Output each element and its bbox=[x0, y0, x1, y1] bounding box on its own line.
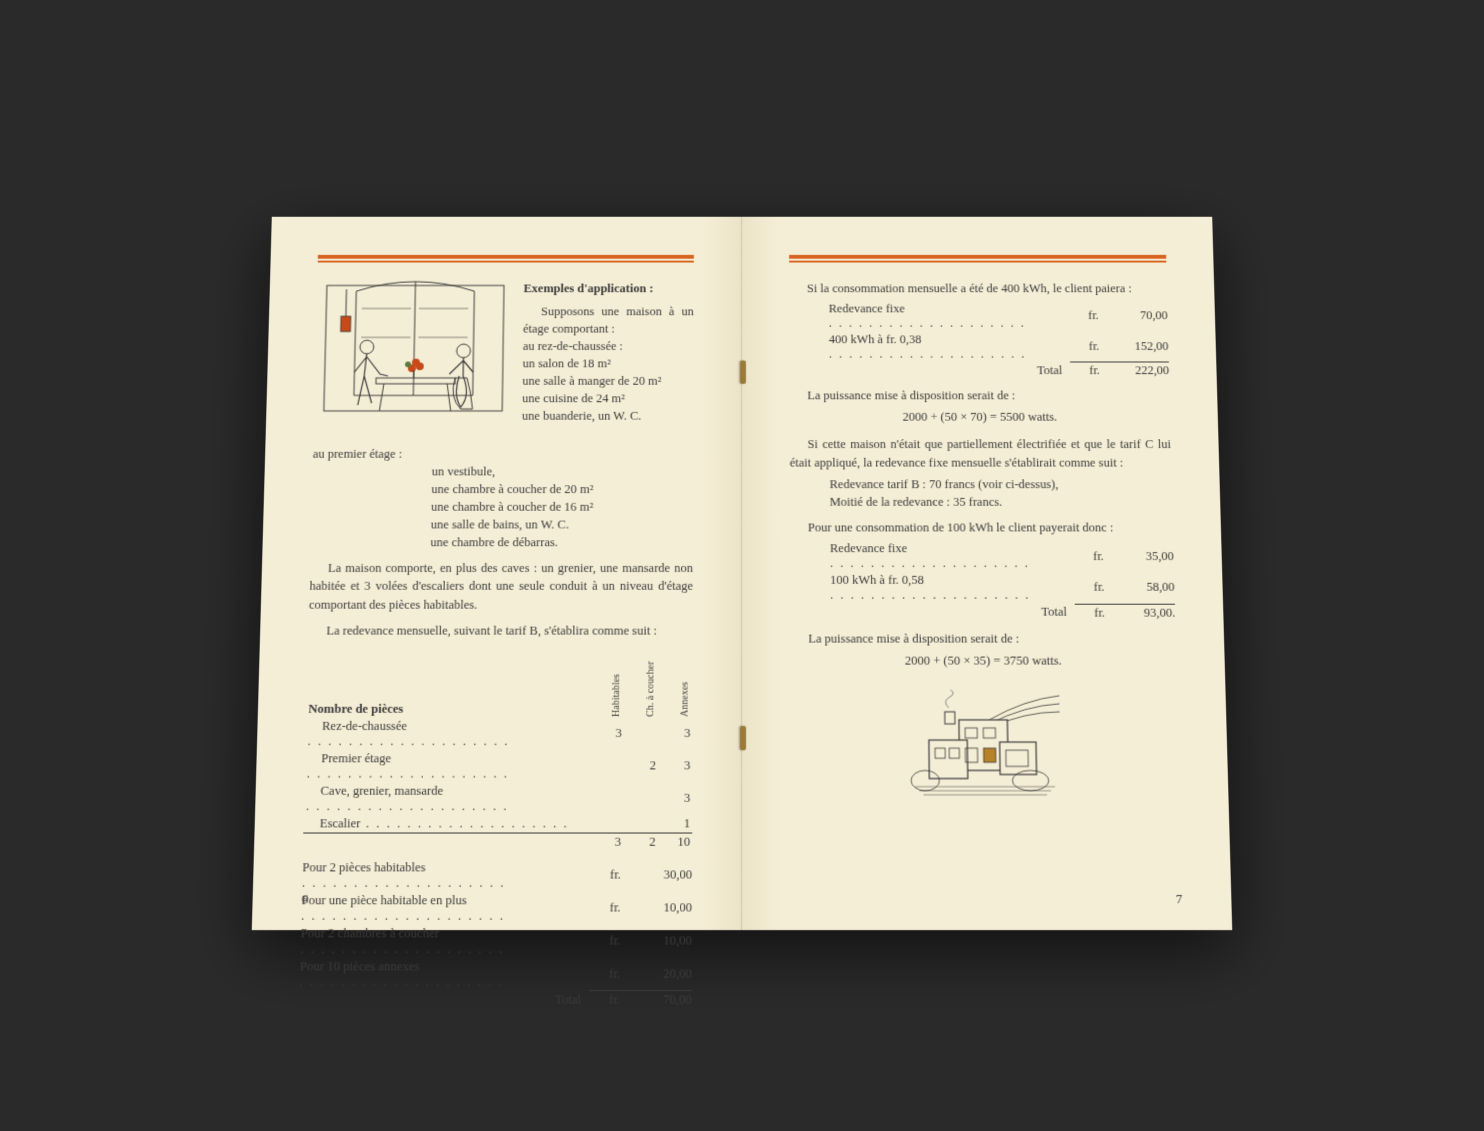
para-100kwh: Pour une consommation de 100 kWh le clie… bbox=[790, 518, 1173, 536]
price-row: 100 kWh à fr. 0,58 fr. 58,00 bbox=[830, 571, 1175, 603]
pieces-header: Nombre de pièces bbox=[306, 653, 590, 717]
price-row: 400 kWh à fr. 0,38 fr. 152,00 bbox=[829, 331, 1169, 362]
staple-icon bbox=[740, 360, 746, 383]
price-row: Redevance fixe fr. 70,00 bbox=[829, 300, 1168, 331]
price-total: Total fr. 222,00 bbox=[829, 362, 1169, 379]
partial-line: Moitié de la redevance : 35 francs. bbox=[830, 492, 1173, 510]
para-400kwh: Si la consommation mensuelle a été de 40… bbox=[789, 279, 1167, 296]
partial-line: Redevance tarif B : 70 francs (voir ci-d… bbox=[830, 475, 1173, 493]
top-rule-thin bbox=[318, 260, 694, 261]
table-row: Rez-de-chaussée 3 3 bbox=[305, 717, 692, 749]
open-booklet: Exemples d'application : Supposons une m… bbox=[252, 216, 1232, 929]
room-line: une chambre à coucher de 20 m² bbox=[431, 480, 693, 498]
top-rule-thick bbox=[318, 254, 694, 258]
price-row: Pour une pièce habitable en plus fr. 10,… bbox=[301, 891, 692, 924]
room-line: une chambre à coucher de 16 m² bbox=[431, 497, 693, 515]
price-row: Pour 2 pièces habitables fr. 30,00 bbox=[302, 858, 692, 891]
price-table-100: Redevance fixe fr. 35,00 100 kWh à fr. 0… bbox=[830, 540, 1176, 621]
room-line: une salle de bains, un W. C. bbox=[431, 515, 694, 533]
first-floor-rooms: un vestibule, une chambre à coucher de 2… bbox=[430, 462, 693, 551]
col-chambres: Ch. à coucher bbox=[624, 653, 659, 717]
top-rule-thin bbox=[789, 260, 1166, 261]
price-table-400: Redevance fixe fr. 70,00 400 kWh à fr. 0… bbox=[829, 300, 1170, 379]
para-partial: Si cette maison n'était que partiellemen… bbox=[790, 435, 1172, 470]
calc-1: 2000 + (50 × 70) = 5500 watts. bbox=[790, 408, 1171, 426]
table-totals: 3 2 10 bbox=[303, 832, 692, 850]
house-illustration bbox=[908, 689, 1061, 800]
calc-2: 2000 + (50 × 35) = 3750 watts. bbox=[790, 651, 1176, 669]
price-total: Total fr. 70,00 bbox=[299, 990, 692, 1008]
page-right: Si la consommation mensuelle a été de 40… bbox=[742, 216, 1232, 929]
price-row: Pour 10 pièces annexes fr. 20,00 bbox=[299, 957, 692, 990]
table-row: Cave, grenier, mansarde 3 bbox=[304, 782, 693, 815]
price-row: Redevance fixe fr. 35,00 bbox=[830, 540, 1174, 572]
page-left: Exemples d'application : Supposons une m… bbox=[252, 216, 742, 929]
para-power-2: La puissance mise à disposition serait d… bbox=[790, 629, 1176, 647]
first-floor-label: au premier étage : bbox=[313, 444, 694, 462]
room-line: un vestibule, bbox=[432, 462, 694, 480]
table-row: Premier étage 2 3 bbox=[305, 749, 693, 781]
staple-icon bbox=[740, 725, 746, 749]
page-number-right: 7 bbox=[1176, 890, 1183, 906]
table-row: Escalier 1 bbox=[303, 814, 692, 832]
top-rule-thick bbox=[789, 254, 1166, 258]
page-number-left: 6 bbox=[301, 890, 308, 906]
pieces-table-block: Nombre de pièces Habitables Ch. à couche… bbox=[299, 653, 693, 1009]
price-total: Total fr. 93,00. bbox=[830, 603, 1175, 620]
col-annexes: Annexes bbox=[658, 653, 692, 717]
para-power-1: La puissance mise à disposition serait d… bbox=[789, 386, 1169, 404]
partial-lines: Redevance tarif B : 70 francs (voir ci-d… bbox=[830, 475, 1173, 511]
dining-illustration bbox=[313, 279, 514, 438]
col-habitables: Habitables bbox=[590, 653, 625, 717]
price-table: Pour 2 pièces habitables fr. 30,00 Pour … bbox=[299, 858, 692, 1008]
room-line: une chambre de débarras. bbox=[430, 533, 693, 551]
pieces-table: Nombre de pièces Habitables Ch. à couche… bbox=[303, 653, 693, 850]
redevance-paragraph: La redevance mensuelle, suivant le tarif… bbox=[308, 621, 693, 639]
attic-paragraph: La maison comporte, en plus des caves : … bbox=[309, 559, 693, 613]
price-row: Pour 2 chambres à coucher fr. 10,00 bbox=[300, 924, 692, 957]
